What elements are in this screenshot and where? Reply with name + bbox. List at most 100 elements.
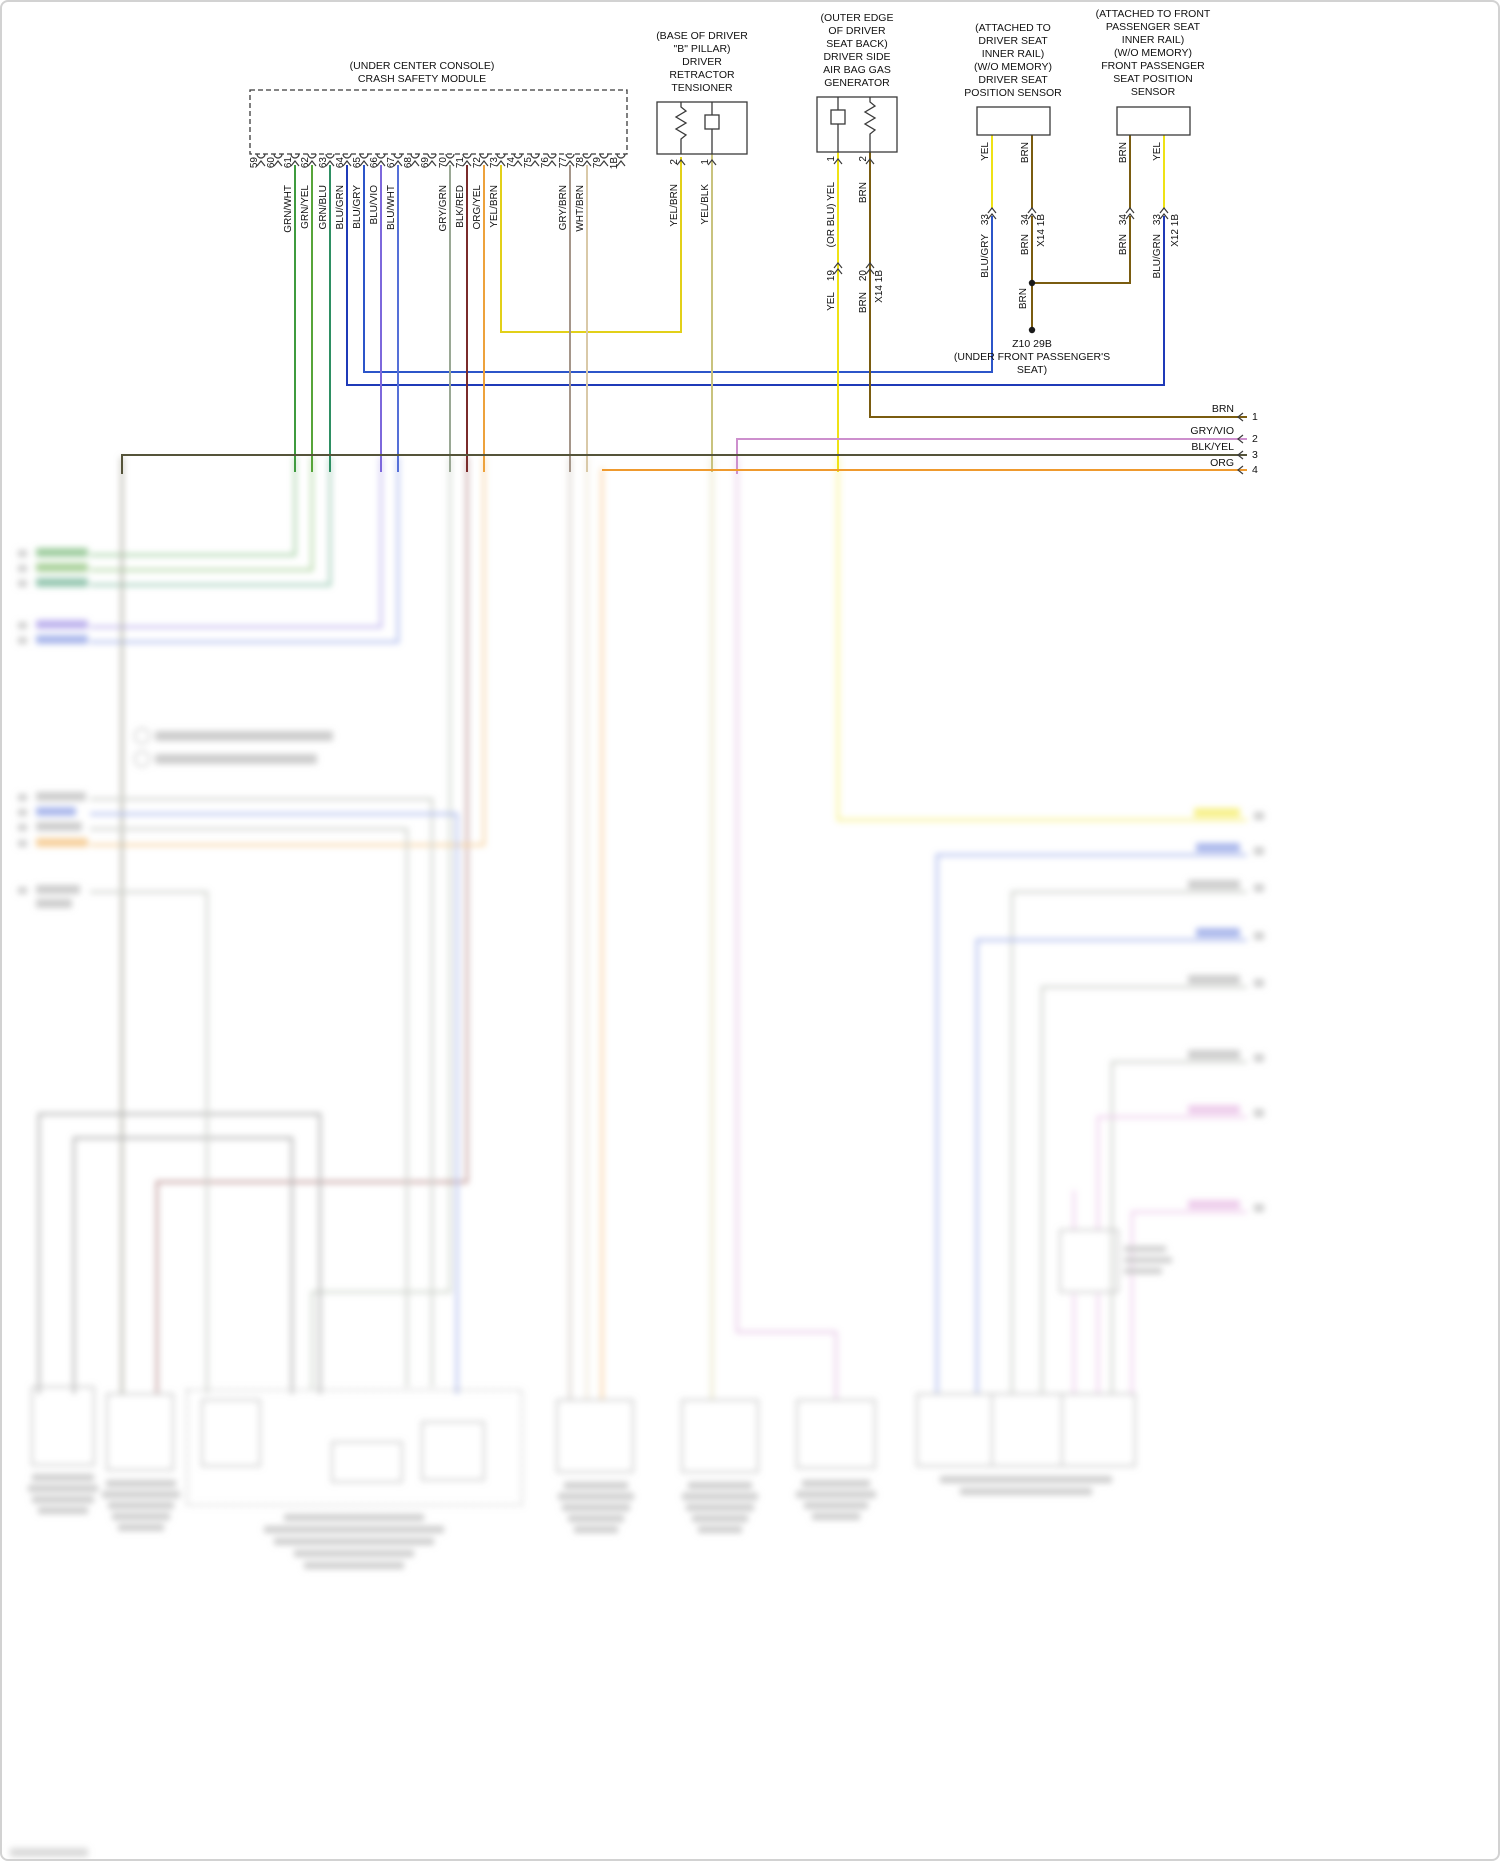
num-bar	[1254, 884, 1264, 892]
label-bar	[1194, 808, 1240, 817]
wire-blu-grn	[346, 165, 1165, 386]
wire-left-blue	[90, 812, 459, 1394]
driver-connector-pin-33-wire-label: BLU/GRY	[980, 234, 991, 278]
num-bar	[18, 580, 27, 587]
label-bar	[36, 563, 88, 572]
exit-1-label: BRN	[1211, 403, 1234, 415]
label-bar	[1188, 975, 1240, 984]
label-bar	[1196, 928, 1240, 937]
driver-sensor-wire-yel-label: YEL	[980, 142, 991, 161]
component-box-small	[1059, 1229, 1119, 1293]
gasgen-pin-1-wire-label: (OR BLU) YEL	[826, 182, 837, 248]
wire-grn-yel-cont	[90, 457, 314, 572]
tensioner-title: (BASE OF DRIVER "B" PILLAR) DRIVER RETRA…	[656, 30, 748, 94]
wire-blu-vio-cont	[90, 457, 383, 629]
gasgen-pin-2-wire-label: BRN	[858, 182, 869, 204]
module-pin-65-wire-label: BLU/GRY	[352, 185, 363, 229]
note-circle-2	[133, 750, 151, 768]
component-box	[556, 1399, 634, 1473]
gas-generator-title: (OUTER EDGE OF DRIVER SEAT BACK) DRIVER …	[820, 12, 894, 89]
note-circle-1	[133, 727, 151, 745]
module-pin-70-wire-label: GRY/GRN	[438, 185, 449, 232]
wire-pink-stubs	[1072, 1190, 1100, 1394]
label-bar	[1188, 1200, 1240, 1209]
module-pin-62-wire-label: GRN/YEL	[300, 185, 311, 229]
exit-2-number: 2	[1252, 433, 1258, 445]
wire-left-gray-2	[90, 827, 409, 1387]
blurred-notes	[133, 727, 333, 768]
blurred-right-labels	[1188, 808, 1264, 1212]
num-bar	[1254, 847, 1264, 855]
resistor-symbol	[674, 102, 688, 154]
pass-connector-pin-33-wire-label: BLU/GRN	[1152, 234, 1163, 279]
gasgen-pin-1-number: 1	[826, 156, 837, 162]
gasgen-connector-pin-19-number: 19	[826, 270, 837, 282]
num-bar	[18, 565, 27, 572]
wire-left-gray-3	[90, 890, 209, 1394]
module-pin-76-number: 76	[540, 157, 551, 169]
num-bar	[1254, 979, 1264, 987]
module-pin-72-wire-label: ORG/YEL	[472, 185, 483, 230]
wire-gry-grn-cont	[310, 457, 452, 1390]
num-bar	[18, 794, 27, 801]
num-bar	[18, 809, 27, 816]
component-dividers	[991, 1394, 1063, 1466]
num-bar	[18, 550, 27, 557]
wire-right-pink-b	[1130, 1210, 1247, 1394]
num-bar	[18, 824, 27, 831]
passenger-sensor-outline	[1116, 106, 1191, 136]
component-box	[106, 1393, 174, 1471]
label-bar	[36, 548, 88, 557]
module-name-label: CRASH SAFETY MODULE	[357, 73, 487, 85]
gas-generator-box	[816, 96, 898, 275]
ground-id-label: Z10 29B	[1012, 338, 1052, 350]
num-bar	[1254, 1109, 1264, 1117]
wire-grn-wht-cont	[90, 457, 297, 557]
wire-gry-vio-cont	[735, 457, 838, 1400]
driver-connector-name: X14 1B	[1036, 214, 1047, 247]
wire-right-blue-b	[975, 938, 1247, 1394]
ground-location-label: (UNDER FRONT PASSENGER'S SEAT)	[953, 351, 1111, 376]
component-box	[916, 1393, 1136, 1467]
label-bar	[36, 578, 88, 587]
module-pin-73-number: 73	[489, 157, 500, 169]
wire-right-gray-c	[1110, 1060, 1247, 1394]
blurred-components	[31, 1229, 1172, 1506]
module-pin-75-number: 75	[523, 157, 534, 169]
gasgen-outline	[816, 96, 898, 153]
pass-sensor-wire-yel-label: YEL	[1152, 142, 1163, 161]
ground-dot	[1028, 326, 1036, 334]
label-bar	[36, 807, 76, 816]
wire-blu-wht-cont	[90, 457, 400, 644]
wire-left-gray-1	[90, 797, 434, 1387]
component-box	[31, 1386, 95, 1466]
num-bar	[1254, 812, 1264, 820]
gasgen-connector-pin-20-wire-label: BRN	[858, 292, 869, 314]
module-pin-71-number: 71	[455, 157, 466, 169]
label-bar	[36, 792, 86, 801]
tensioner-outline	[656, 101, 748, 155]
label-bar	[36, 620, 88, 629]
wire-yel-cont	[836, 457, 1247, 822]
exit-3-number: 3	[1252, 449, 1258, 461]
num-bar	[18, 622, 27, 629]
pass-connector-pin-33-number: 33	[1152, 214, 1163, 226]
wire-gry-vio	[736, 438, 1247, 474]
component-box-dashed	[186, 1389, 523, 1506]
component-box	[421, 1421, 485, 1481]
module-pin-66-wire-label: BLU/VIO	[369, 185, 380, 225]
pass-connector-name: X12 1B	[1170, 214, 1181, 247]
watermark	[10, 1848, 88, 1857]
module-pin-70-number: 70	[438, 157, 449, 169]
wire-pass-sensor-brn-lower	[1035, 216, 1131, 284]
wire-blk-yel	[121, 454, 1247, 474]
num-bar	[1254, 932, 1264, 940]
wire-blu-gry	[363, 165, 993, 373]
pass-sensor-wire-brn-label: BRN	[1118, 142, 1129, 164]
component-box	[201, 1399, 261, 1467]
label-bar	[1188, 880, 1240, 889]
module-pin-64-wire-label: BLU/GRN	[335, 185, 346, 230]
wire-left-gray-outer	[37, 1112, 322, 1394]
module-pin-78-number: 78	[575, 157, 586, 169]
